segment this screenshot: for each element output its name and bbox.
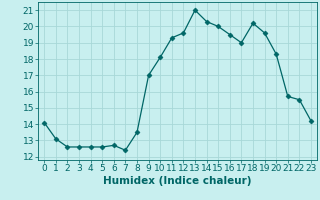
X-axis label: Humidex (Indice chaleur): Humidex (Indice chaleur) <box>103 176 252 186</box>
